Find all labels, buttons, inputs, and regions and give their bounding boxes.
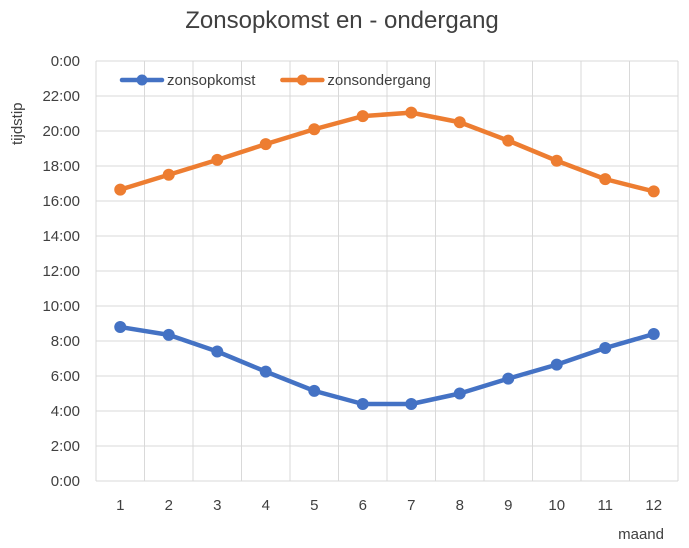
x-tick-label: 3 [213, 497, 221, 514]
y-axis-label: tijdstip [9, 102, 26, 145]
data-point-zonsopkomst [550, 358, 563, 371]
data-point-zonsopkomst [114, 321, 127, 333]
data-point-zonsopkomst [453, 387, 466, 400]
y-tick-label: 2:00 [51, 438, 80, 455]
x-tick-label: 6 [359, 497, 367, 514]
y-tick-label: 22:00 [42, 88, 80, 105]
y-tick-label: 10:00 [42, 298, 80, 315]
y-tick-label: 8:00 [51, 333, 80, 350]
chart-title: Zonsopkomst en - ondergang [185, 7, 499, 34]
data-point-zonsopkomst [647, 328, 660, 340]
x-tick-label: 11 [597, 497, 613, 514]
y-tick-label: 16:00 [42, 193, 80, 210]
x-tick-label: 4 [262, 497, 270, 514]
series-line-zonsopkomst [118, 324, 656, 407]
data-point-zonsopkomst [599, 342, 612, 354]
data-point-zonsondergang [502, 134, 515, 147]
legend-marker [136, 74, 148, 86]
data-point-zonsopkomst [259, 365, 272, 378]
data-point-zonsopkomst [405, 398, 418, 410]
legend-label: zonsondergang [327, 72, 430, 89]
data-point-zonsondergang [356, 110, 369, 123]
y-tick-label: 18:00 [42, 158, 80, 175]
legend: zonsopkomst zonsondergang [119, 72, 431, 89]
data-point-zonsondergang [647, 185, 660, 198]
y-tick-label: 0:00 [51, 473, 80, 490]
data-point-zonsondergang [114, 183, 127, 196]
legend-marker [296, 74, 308, 86]
x-axis-ticks: 1 2 3 4 5 6 7 8 9 10 11 12 [116, 497, 662, 514]
x-tick-label: 7 [407, 497, 415, 514]
x-axis-label: maand [618, 526, 664, 543]
series-lines [114, 106, 660, 410]
data-point-zonsondergang [308, 123, 321, 136]
data-point-zonsondergang [550, 154, 563, 167]
series-line-zonsondergang [118, 110, 656, 194]
x-tick-label: 5 [310, 497, 318, 514]
x-tick-label: 10 [548, 497, 565, 514]
data-point-zonsopkomst [308, 384, 321, 397]
y-tick-label: 4:00 [51, 403, 80, 420]
data-point-zonsondergang [599, 173, 612, 186]
data-point-zonsondergang [162, 168, 175, 181]
legend-label: zonsopkomst [167, 72, 256, 89]
y-tick-label: 0:00 [51, 53, 80, 70]
x-tick-label: 9 [504, 497, 512, 514]
data-point-zonsopkomst [211, 345, 224, 358]
data-point-zonsondergang [405, 106, 418, 119]
data-point-zonsopkomst [502, 372, 515, 385]
y-tick-label: 6:00 [51, 368, 80, 385]
data-point-zonsopkomst [356, 398, 369, 410]
y-tick-label: 14:00 [42, 228, 80, 245]
y-axis-ticks: 0:00 2:00 4:00 6:00 8:00 10:00 12:00 14:00 16:00… [42, 53, 80, 490]
data-point-zonsondergang [453, 116, 466, 129]
x-tick-label: 8 [456, 497, 464, 514]
x-tick-label: 1 [116, 497, 124, 514]
data-point-zonsondergang [211, 153, 224, 166]
y-tick-label: 20:00 [42, 123, 80, 140]
x-tick-label: 2 [165, 497, 173, 514]
y-tick-label: 12:00 [42, 263, 80, 280]
data-point-zonsondergang [259, 138, 272, 151]
gridlines [95, 60, 679, 482]
data-point-zonsopkomst [162, 328, 175, 341]
x-tick-label: 12 [645, 497, 662, 514]
